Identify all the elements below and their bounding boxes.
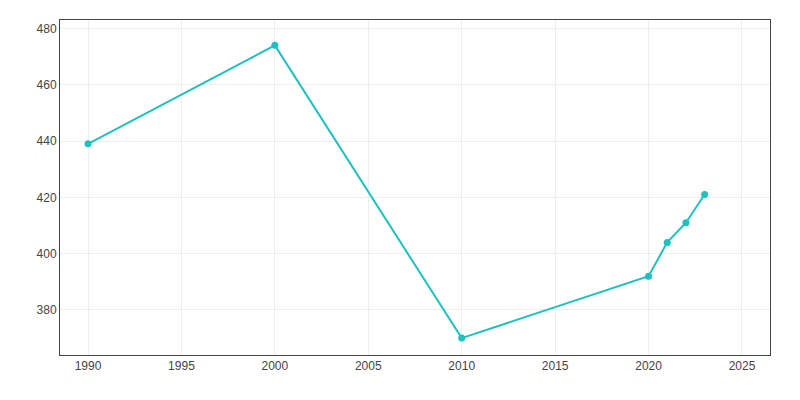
svg-text:400: 400 (37, 247, 57, 261)
svg-text:460: 460 (37, 78, 57, 92)
svg-text:1990: 1990 (75, 359, 102, 373)
svg-text:2010: 2010 (448, 359, 475, 373)
svg-text:440: 440 (37, 134, 57, 148)
svg-text:480: 480 (37, 22, 57, 36)
svg-text:2020: 2020 (635, 359, 662, 373)
svg-text:2015: 2015 (542, 359, 569, 373)
svg-text:2000: 2000 (262, 359, 289, 373)
svg-text:380: 380 (37, 303, 57, 317)
svg-text:420: 420 (37, 191, 57, 205)
svg-text:1995: 1995 (168, 359, 195, 373)
svg-text:2005: 2005 (355, 359, 382, 373)
svg-text:2025: 2025 (729, 359, 756, 373)
